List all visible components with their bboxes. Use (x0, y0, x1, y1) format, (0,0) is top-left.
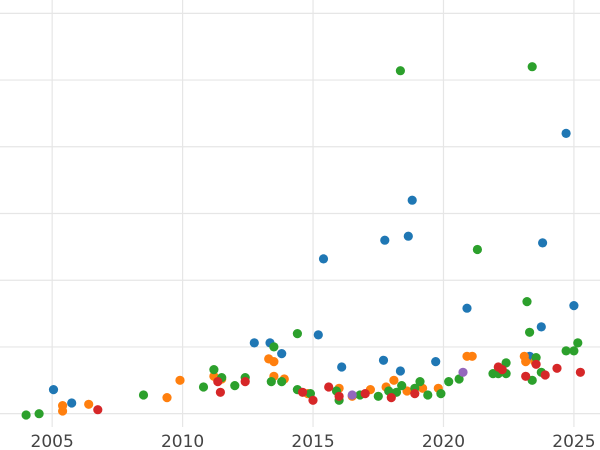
data-point (67, 398, 77, 408)
data-point (337, 362, 347, 372)
data-point (269, 342, 279, 352)
x-tick-labels: 2005 2010 2015 2020 2025 (31, 432, 596, 450)
data-point (93, 405, 103, 415)
data-point (521, 371, 531, 381)
data-point (569, 301, 579, 311)
x-tick-label: 2020 (422, 432, 465, 450)
data-point (240, 377, 250, 387)
data-point (431, 357, 441, 367)
data-point (403, 231, 413, 241)
data-point (209, 365, 219, 375)
data-point (21, 410, 31, 420)
data-point (249, 338, 259, 348)
x-tick-label: 2015 (291, 432, 334, 450)
data-point (497, 365, 507, 375)
data-point (536, 322, 546, 332)
x-tick-label: 2010 (161, 432, 204, 450)
data-point (380, 235, 390, 245)
data-point (198, 382, 209, 392)
data-point (423, 390, 433, 400)
points-layer (21, 62, 586, 420)
data-point (266, 377, 276, 387)
data-point (386, 393, 396, 403)
data-point (277, 349, 287, 359)
data-point (298, 387, 308, 397)
data-point (230, 381, 240, 391)
data-point (378, 355, 389, 365)
data-point (552, 363, 562, 373)
data-point (292, 329, 302, 339)
data-point (525, 327, 535, 337)
data-point (531, 359, 541, 369)
data-point (389, 375, 399, 385)
data-point (444, 377, 454, 387)
x-tick-label: 2005 (31, 432, 74, 450)
data-point (34, 409, 44, 419)
data-point (162, 393, 172, 403)
data-point (458, 367, 468, 377)
data-point (410, 389, 420, 399)
data-point (538, 238, 548, 248)
data-point (215, 387, 225, 397)
data-point (213, 377, 223, 387)
data-point (324, 382, 334, 392)
data-point (395, 366, 405, 376)
data-point (540, 370, 550, 380)
data-point (277, 377, 287, 387)
data-point (501, 358, 511, 368)
data-point (58, 401, 68, 411)
data-point (472, 244, 482, 255)
data-point (573, 338, 583, 348)
data-point (561, 128, 571, 138)
data-point (48, 385, 59, 395)
data-point (436, 389, 446, 399)
data-point (569, 346, 579, 356)
data-point (531, 353, 541, 363)
data-point (522, 297, 532, 307)
grid-layer (0, 0, 600, 427)
data-point (467, 351, 477, 361)
data-point (360, 389, 370, 399)
data-point (397, 381, 407, 391)
data-point (395, 66, 405, 76)
data-point (334, 391, 344, 401)
x-tick-label: 2025 (552, 432, 595, 450)
data-point (415, 377, 425, 387)
data-point (521, 357, 531, 367)
data-point (527, 62, 537, 72)
data-point (308, 395, 318, 405)
data-point (84, 399, 94, 409)
data-point (175, 375, 185, 385)
data-point (347, 390, 357, 400)
data-point (462, 303, 472, 313)
data-point (269, 357, 279, 367)
data-point (454, 374, 464, 384)
data-point (313, 330, 323, 340)
data-point (318, 254, 329, 264)
data-point (575, 367, 586, 377)
data-point (407, 195, 417, 205)
data-point (138, 390, 149, 400)
data-point (373, 391, 383, 401)
data-point (561, 346, 571, 356)
